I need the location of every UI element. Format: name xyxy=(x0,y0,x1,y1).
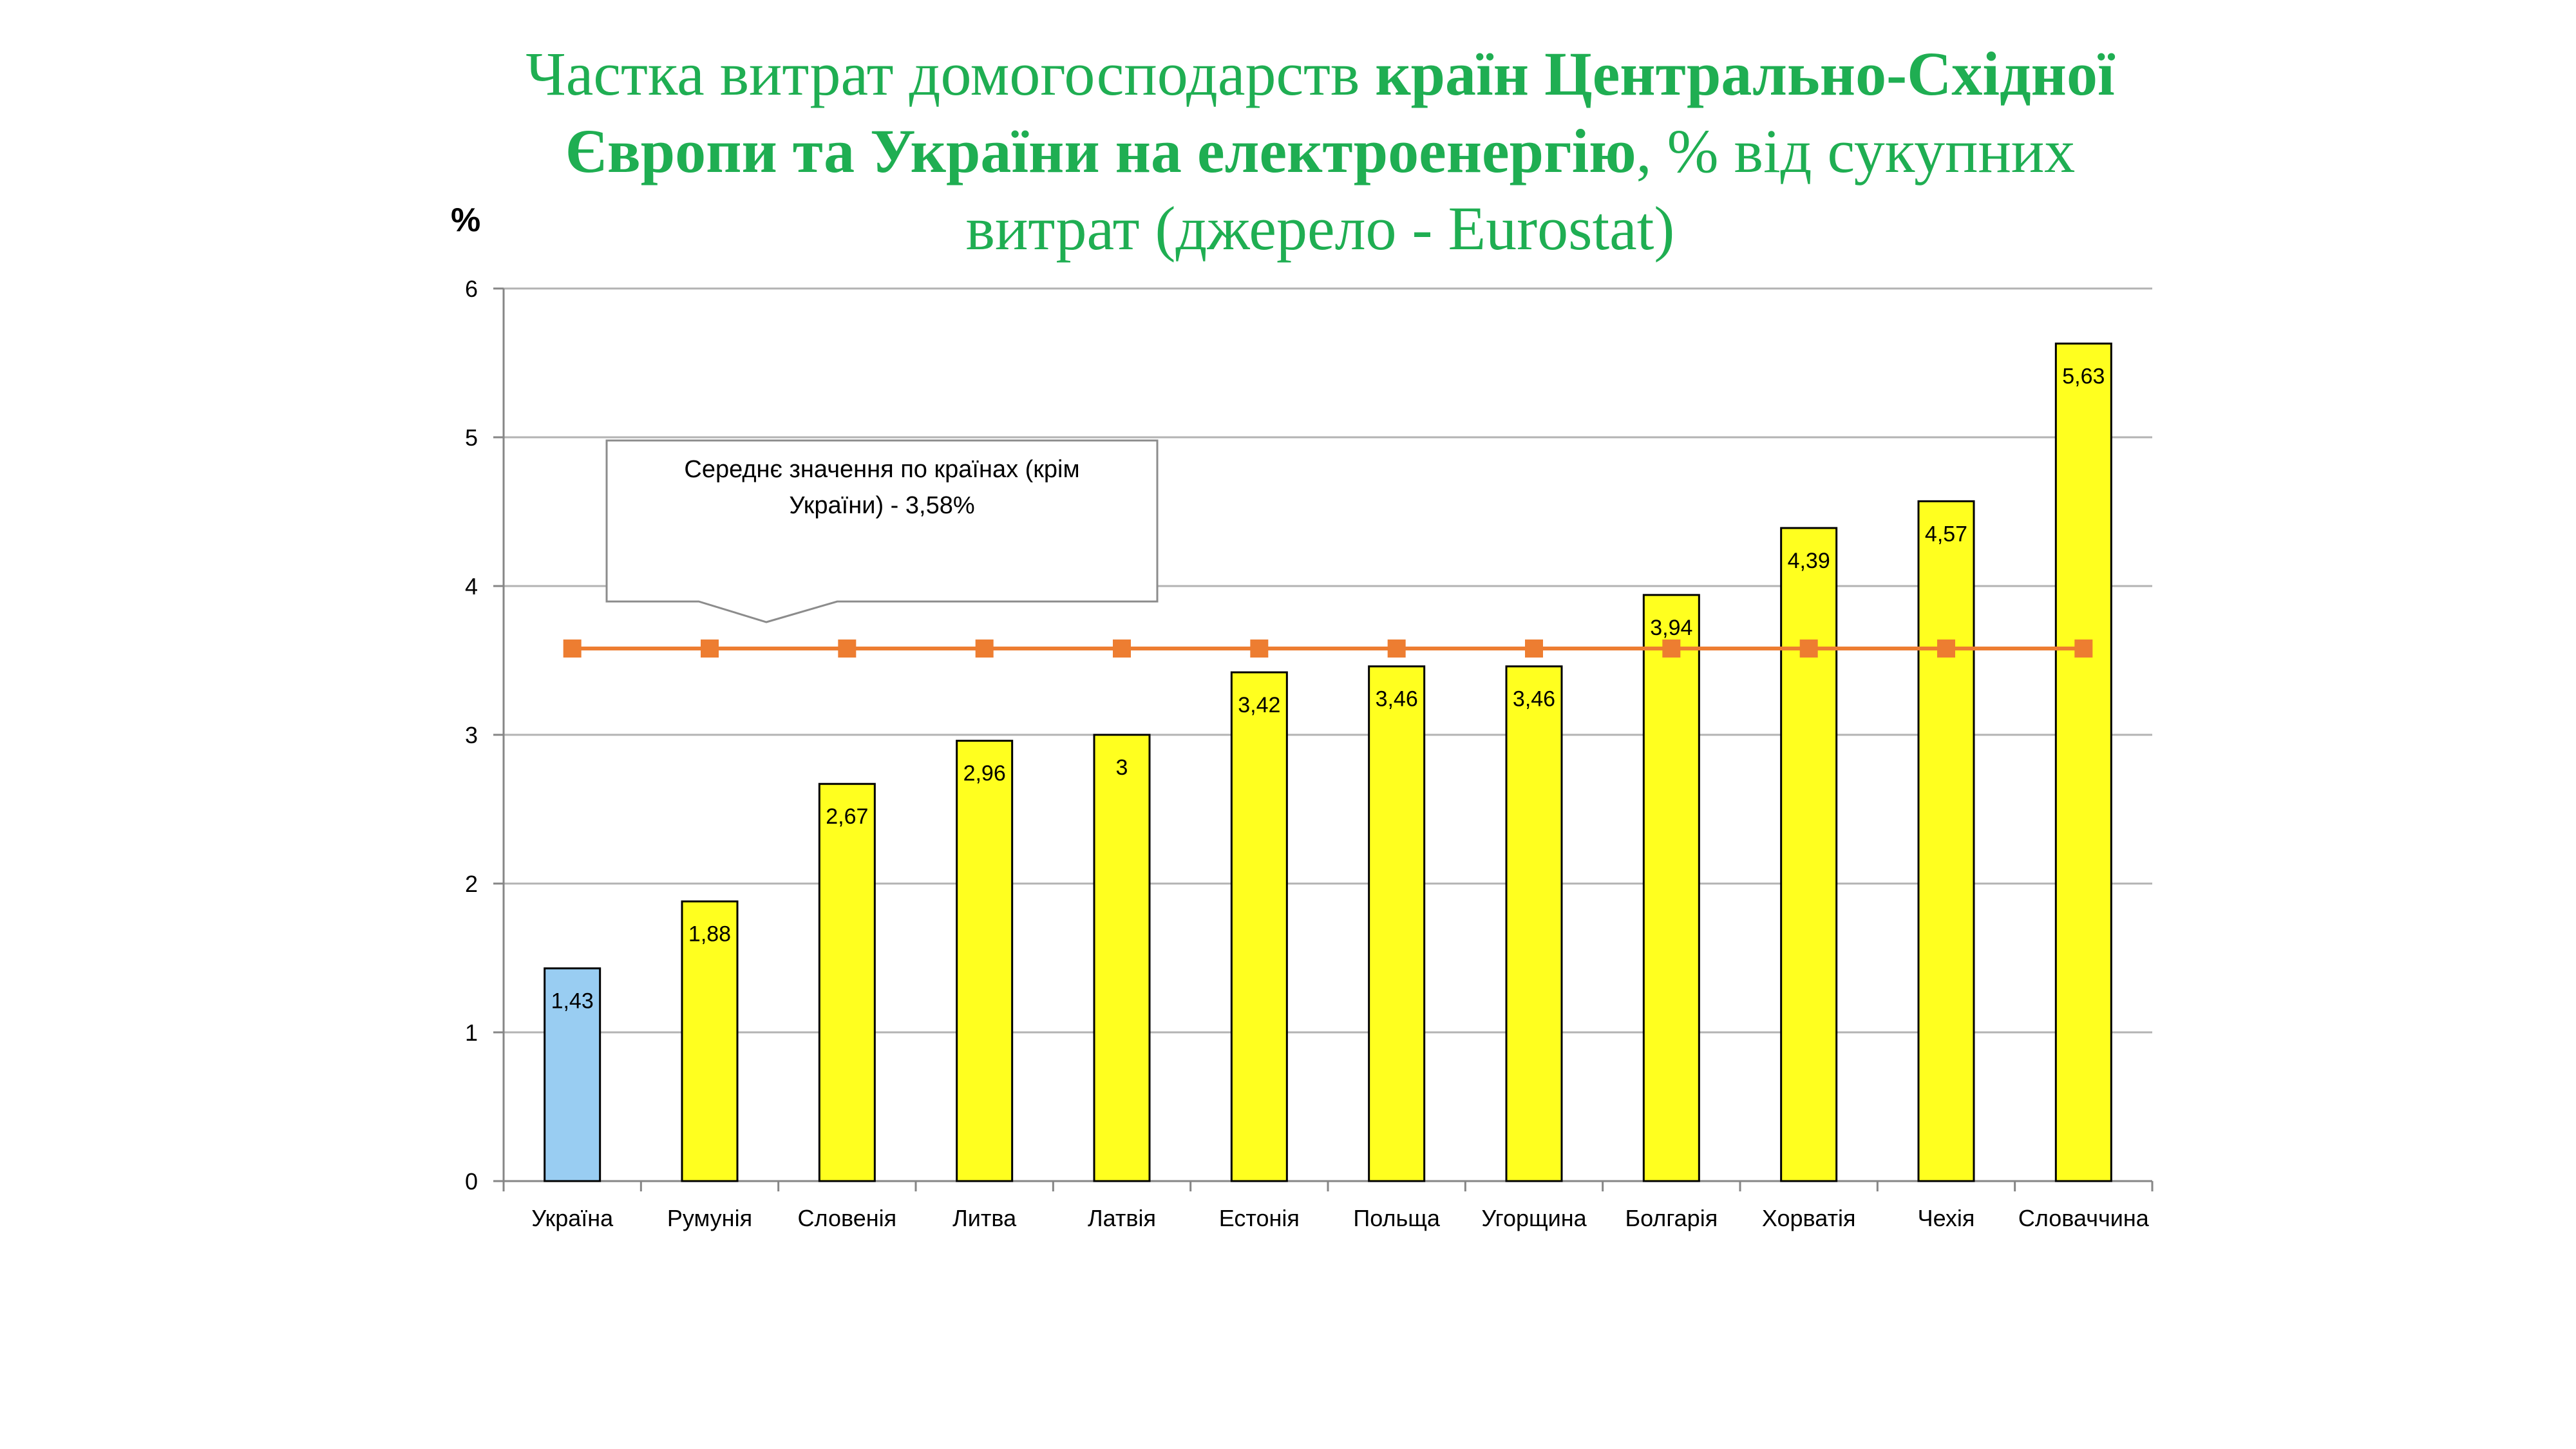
bar-value-label: 3,94 xyxy=(1650,616,1692,640)
x-category-label: Латвія xyxy=(1088,1205,1156,1231)
y-tick-label: 4 xyxy=(465,573,478,600)
bar xyxy=(1780,527,1838,1182)
x-category-label: Хорватія xyxy=(1762,1205,1856,1231)
average-marker xyxy=(701,639,719,658)
bar xyxy=(1093,734,1151,1182)
average-marker xyxy=(2074,639,2093,658)
y-tick-label: 1 xyxy=(465,1019,478,1046)
bar xyxy=(956,739,1014,1182)
bar xyxy=(1642,594,1700,1182)
bar xyxy=(544,967,601,1182)
callout-line2: України) - 3,58% xyxy=(789,492,974,519)
bar-value-label: 4,39 xyxy=(1788,549,1830,573)
chart-title: Частка витрат домогосподарств країн Цент… xyxy=(483,35,2157,267)
bar-value-label: 5,63 xyxy=(2062,364,2105,388)
bar-value-label: 3,46 xyxy=(1513,687,1555,712)
average-marker xyxy=(1525,639,1543,658)
average-line xyxy=(563,639,2093,658)
axes: 0 1 2 3 4 5 6 Україна Румунія Словенія Литва Латвія… xyxy=(465,276,2154,1231)
x-category-label: Болгарія xyxy=(1625,1205,1718,1231)
x-category-label: Румунія xyxy=(667,1205,752,1231)
bar xyxy=(1917,500,1975,1182)
title-part2: країн Центрально-Східної Європи та Украї… xyxy=(565,39,2115,185)
bar xyxy=(818,782,876,1182)
callout-line1: Середнє значення по країнах (крім xyxy=(684,456,1079,483)
y-unit-label: % xyxy=(451,202,481,239)
bar-value-label: 2,96 xyxy=(963,761,1006,786)
callout-box xyxy=(605,439,1159,623)
average-marker xyxy=(1937,639,1955,658)
bar-value-label: 3 xyxy=(1116,755,1128,780)
average-marker xyxy=(563,639,582,658)
bar-value-label: 1,88 xyxy=(688,922,731,947)
x-category-label: Угорщина xyxy=(1481,1205,1587,1231)
average-marker xyxy=(1387,639,1406,658)
average-marker xyxy=(975,639,994,658)
average-marker xyxy=(1662,639,1681,658)
average-marker xyxy=(1113,639,1131,658)
average-marker xyxy=(838,639,857,658)
y-tick-label: 6 xyxy=(465,276,478,302)
title-part3: , % від сукупних витрат (джерело - Euros… xyxy=(965,117,2076,263)
bar xyxy=(1505,665,1563,1182)
x-category-label: Естонія xyxy=(1219,1205,1300,1231)
y-tick-label: 2 xyxy=(465,871,478,897)
callout: Середнє значення по країнах (крім України… xyxy=(605,439,1159,623)
x-category-label: Словенія xyxy=(798,1205,897,1231)
bar xyxy=(681,900,739,1182)
y-tick-label: 5 xyxy=(465,424,478,451)
x-category-label: Чехія xyxy=(1918,1205,1975,1231)
bar-value-label: 3,42 xyxy=(1238,693,1280,717)
bar xyxy=(1230,671,1288,1182)
bar xyxy=(1368,665,1426,1182)
average-marker xyxy=(1250,639,1269,658)
bars xyxy=(544,342,2112,1182)
value-labels: 1,43 1,88 2,67 2,96 3 3,42 3,46 3,46 3,94 4,39 4,5… xyxy=(551,364,2105,1013)
y-tick-label: 0 xyxy=(465,1168,478,1195)
x-category-label: Литва xyxy=(952,1205,1017,1231)
gridlines xyxy=(504,287,2152,1034)
average-marker xyxy=(1799,639,1818,658)
bar-value-label: 2,67 xyxy=(826,804,868,829)
bar xyxy=(2054,342,2112,1182)
x-category-label: Україна xyxy=(531,1205,614,1231)
bar-value-label: 3,46 xyxy=(1376,687,1418,712)
title-part1: Частка витрат домогосподарств xyxy=(526,39,1376,108)
bar-value-label: 4,57 xyxy=(1925,522,1967,546)
bar-value-label: 1,43 xyxy=(551,989,594,1014)
y-tick-label: 3 xyxy=(465,722,478,748)
x-category-label: Словаччина xyxy=(2018,1205,2150,1231)
x-category-label: Польща xyxy=(1353,1205,1440,1231)
